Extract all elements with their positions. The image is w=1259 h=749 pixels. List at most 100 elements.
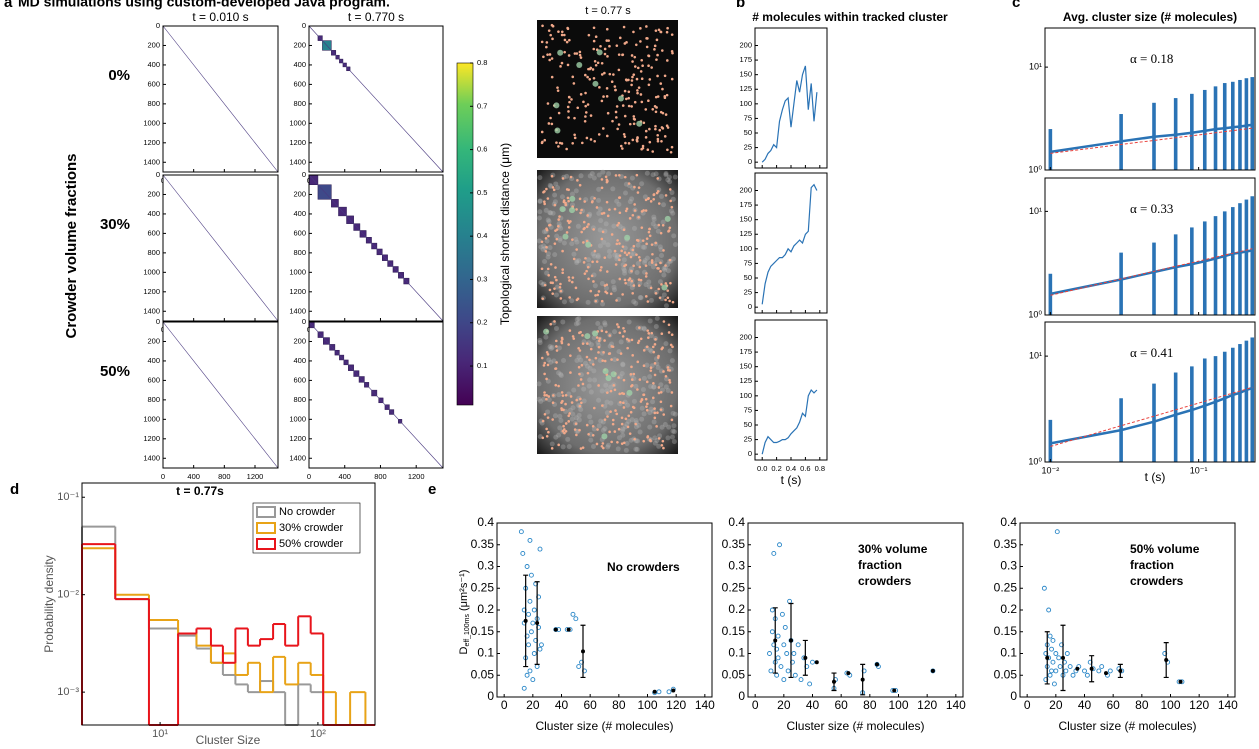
particle [603,52,607,56]
particle [554,367,558,370]
crowder [626,418,632,424]
y-tick-label: 0.4 [728,515,745,529]
crowder [647,318,653,324]
crowder [595,320,601,326]
particle [559,297,563,300]
crowder [669,190,675,196]
particle [555,349,559,352]
particle [665,30,669,34]
particle [553,287,556,290]
plot-frame [1044,177,1256,316]
particle [561,429,565,433]
particle [545,377,548,381]
point [810,659,815,665]
y-tick-label: 150 [739,215,752,224]
bar [1244,340,1249,462]
large-particle [602,368,609,375]
particle [591,200,594,203]
y-tick-label: 800 [147,99,160,108]
mean-marker [652,689,657,694]
particle [617,68,621,72]
particle [546,102,550,105]
crowder [655,228,661,234]
large-particle [592,80,599,87]
particle [608,352,612,355]
crowder [596,210,602,216]
particle [608,208,611,211]
crowder [670,434,676,440]
crowder [549,344,555,350]
fit-line [1050,248,1253,296]
particle [581,342,585,345]
bar [1119,252,1123,315]
particle [558,215,561,218]
plot-frame [308,25,444,173]
particle [642,364,646,368]
crowder [588,342,594,348]
particle [601,442,605,445]
particle [550,447,554,450]
y-tick-label: 800 [147,395,160,404]
crowder [575,320,581,326]
particle [543,391,546,394]
particle [651,396,655,400]
particle [561,394,565,397]
crowder [612,252,618,258]
bar [1213,356,1218,462]
y-tick-label: 125 [739,376,752,385]
particle [547,122,551,125]
crowder [556,345,562,351]
particle [543,283,547,287]
particle [645,345,649,349]
point [1047,633,1053,639]
particle [602,95,605,98]
y-tick-label: 1200 [143,138,160,147]
y-axis-label-main: D [458,646,470,654]
particle [560,391,564,394]
crowder [670,210,676,216]
particle [623,441,626,445]
y-tick-label: 0.1 [1000,646,1017,660]
crowder [614,252,620,258]
particle [662,370,665,373]
particle [567,116,570,119]
particle [597,351,600,354]
particle [605,27,609,31]
point [792,672,798,678]
particle [669,150,673,154]
particle [579,330,582,334]
colorbar-tick-label: 0.1 [477,361,487,370]
particle [610,440,613,444]
particle [631,75,634,79]
bar [1230,207,1235,315]
particle [604,175,608,179]
particle [589,347,593,351]
point [537,646,543,652]
crowder [565,436,571,442]
y-tick-label: 10⁻¹ [57,491,79,503]
crowder [665,435,671,441]
crowder [602,320,608,326]
crowder [592,377,598,383]
crowder [576,316,582,322]
particle [540,240,544,244]
crowder [546,397,552,403]
crowder [547,344,553,350]
particle [615,116,618,119]
particle [556,89,560,92]
y-tick-label: 0 [156,170,160,179]
particle [559,282,562,286]
y-tick-label: 100 [739,99,752,108]
crowder [660,219,666,225]
particle [646,37,649,40]
particle [564,203,568,207]
particle [592,406,596,410]
particle [630,279,634,283]
particle [543,393,546,397]
panel-title: Avg. cluster size (# molecules) [1063,10,1237,24]
annotation: α = 0.18 [1130,51,1173,66]
crowder [573,236,579,242]
y-tick-label: 125 [739,84,752,93]
crowder [653,324,659,330]
y-tick-label: 0.4 [477,515,494,529]
